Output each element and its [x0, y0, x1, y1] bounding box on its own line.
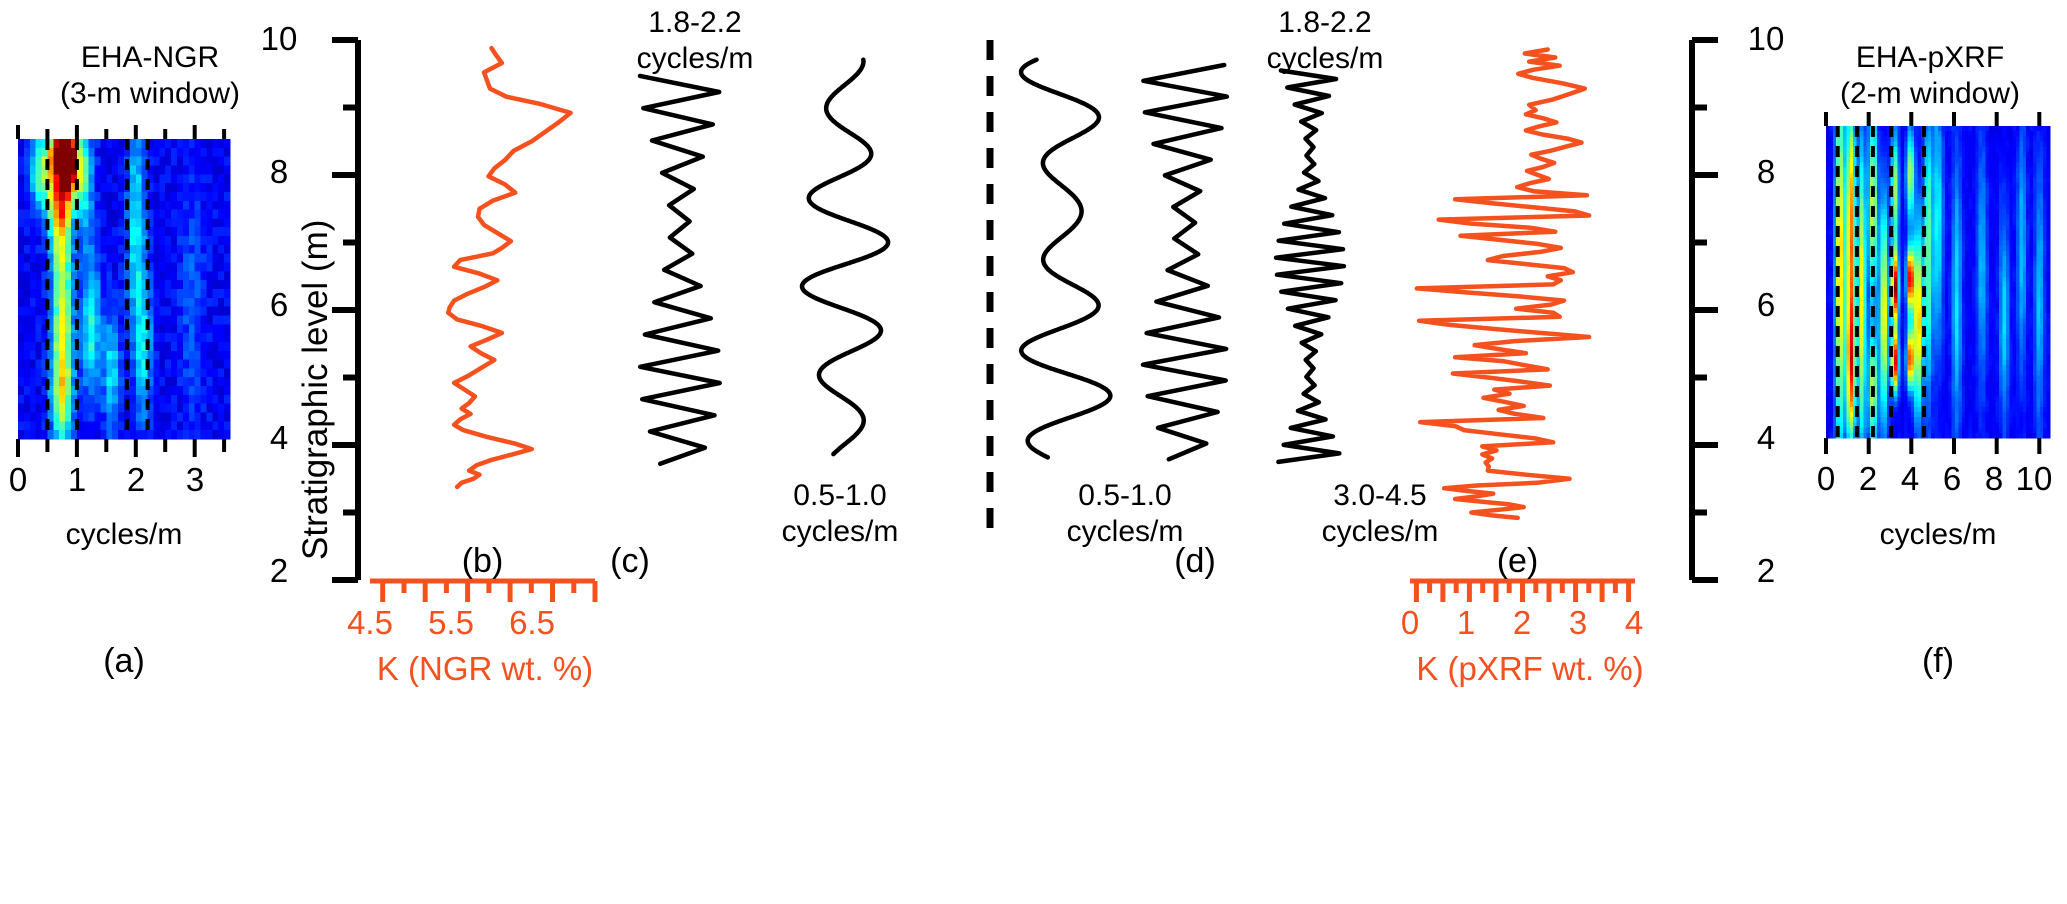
y-tick-right-10: 10: [1747, 20, 1785, 57]
panel-b-tick-6-5: 6.5: [509, 604, 555, 641]
panel-c-filtered-curves: [600, 50, 940, 480]
y-tick-right-2: 2: [1756, 552, 1776, 589]
panel-b-xlabel: K (NGR wt. %): [376, 650, 594, 687]
panel-e-tick-4: 4: [1624, 604, 1644, 641]
panel-f-tick-10: 10: [2015, 460, 2053, 497]
panel-a-title: EHA-NGR (3-m window): [59, 41, 241, 110]
panel-d-filtered-curves: [1010, 50, 1360, 480]
y-axis-left: [300, 37, 361, 583]
panel-c-label: (c): [610, 542, 650, 580]
panel-e-xlabel: K (pXRF wt. %): [1416, 650, 1644, 687]
y-tick-2: 2: [269, 552, 289, 589]
y-tick-8: 8: [269, 153, 289, 190]
panel-b-label: (b): [461, 542, 504, 580]
y-tick-10: 10: [260, 20, 298, 57]
panel-f-title: EHA-pXRF (2-m window): [1839, 41, 2021, 110]
panel-f-heatmap: [1824, 112, 2051, 439]
panel-a-xlabel: cycles/m: [65, 518, 183, 551]
panel-e-label: (e): [1496, 542, 1539, 580]
y-tick-6: 6: [269, 286, 289, 323]
panel-f-tick-0: 0: [1816, 460, 1836, 497]
panel-e-tick-3: 3: [1568, 604, 1588, 641]
panel-d-label: (d): [1174, 542, 1216, 580]
y-tick-right-4: 4: [1756, 419, 1776, 456]
y-axis-right: [1689, 37, 1750, 583]
panel-e-tick-2: 2: [1512, 604, 1532, 641]
panel-a-tick-0: 0: [8, 461, 28, 498]
y-tick-right-8: 8: [1756, 153, 1776, 190]
panel-b-tick-4-5: 4.5: [347, 604, 393, 641]
panel-e-series: [1400, 40, 1630, 580]
panel-a-heatmap: [16, 125, 231, 440]
panel-e-tick-1: 1: [1456, 604, 1476, 641]
panel-f-xlabel: cycles/m: [1879, 518, 1997, 551]
panel-f-tick-4: 4: [1900, 460, 1920, 497]
panel-a-tick-1: 1: [67, 461, 87, 498]
panel-c-bottom-band-label: 0.5-1.0 cycles/m: [781, 479, 899, 548]
panel-divider-dashed: [985, 40, 995, 540]
panel-c-top-band-label: 1.8-2.2 cycles/m: [636, 6, 754, 75]
panel-f-xaxis: [1824, 438, 2050, 460]
panel-a-tick-3: 3: [185, 461, 205, 498]
panel-b-xaxis: [370, 578, 598, 604]
panel-f-tick-6: 6: [1942, 460, 1962, 497]
panel-f-tick-8: 8: [1984, 460, 2004, 497]
y-tick-4: 4: [269, 419, 289, 456]
panel-f-tick-2: 2: [1858, 460, 1878, 497]
y-axis-label: Stratigraphic level (m): [296, 219, 335, 560]
panel-e-tick-0: 0: [1400, 604, 1420, 641]
panel-a-label: (a): [103, 642, 145, 680]
panel-d-bottom-band-right-label: 3.0-4.5 cycles/m: [1321, 479, 1439, 548]
panel-d-bottom-band-left-label: 0.5-1.0 cycles/m: [1066, 479, 1184, 548]
panel-b-tick-5-5: 5.5: [428, 604, 474, 641]
panel-e-xaxis: [1410, 578, 1635, 604]
y-tick-right-6: 6: [1756, 286, 1776, 323]
panel-a-tick-2: 2: [126, 461, 146, 498]
panel-f-label: (f): [1921, 642, 1955, 680]
panel-b-series: [370, 40, 595, 580]
panel-a-xaxis: [16, 439, 230, 461]
